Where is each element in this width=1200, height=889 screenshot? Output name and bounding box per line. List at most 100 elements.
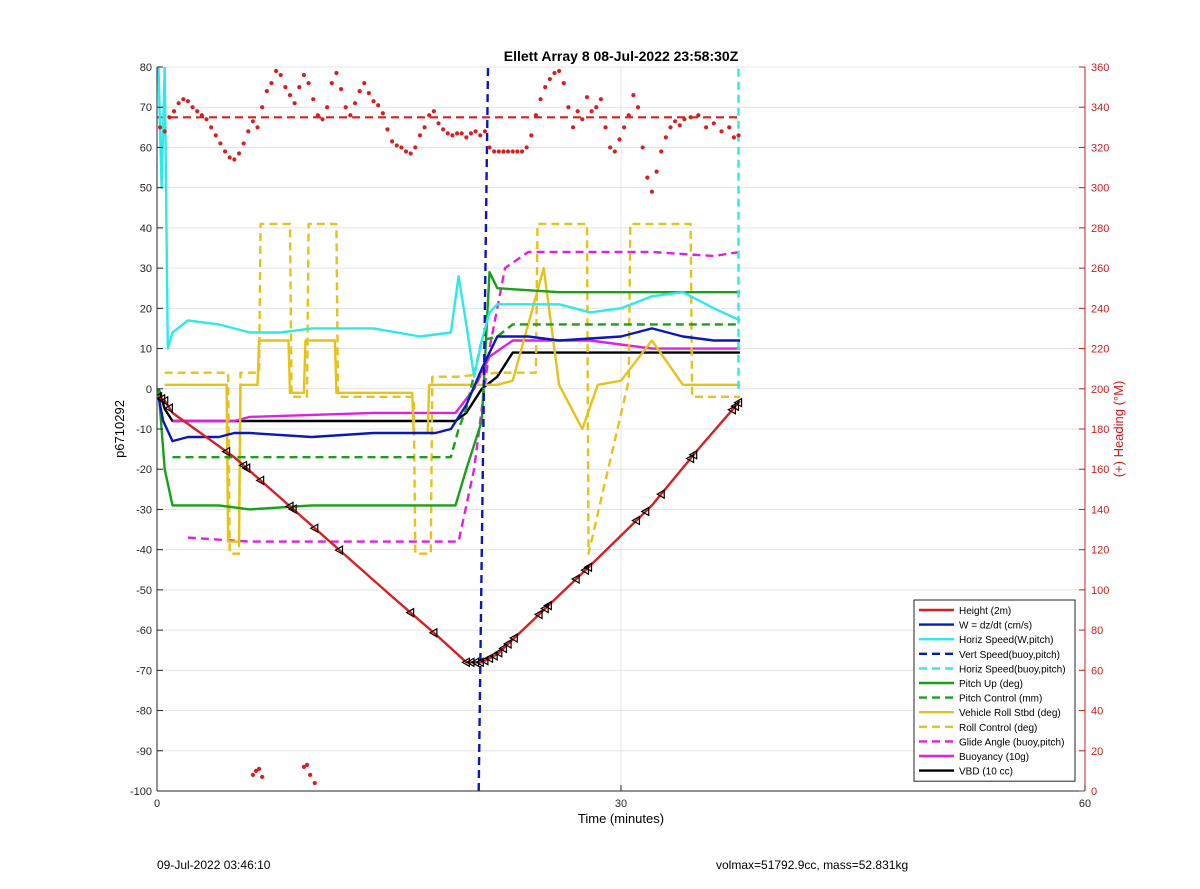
y-tick-label: -30 — [136, 504, 152, 516]
heading-point — [250, 119, 255, 124]
heading-point — [482, 129, 487, 134]
heading-point — [561, 80, 566, 86]
heading-point — [496, 149, 501, 154]
height-marker — [730, 401, 740, 412]
heading-point — [199, 113, 204, 118]
heading-point — [505, 149, 511, 154]
heading-point — [232, 157, 237, 162]
heading-point — [515, 149, 520, 154]
heading-point — [519, 149, 525, 154]
y2-tick-label: 0 — [1091, 786, 1097, 798]
y2-tick-label: 60 — [1091, 665, 1103, 677]
legend-label: W = dz/dt (cm/s) — [959, 621, 1032, 632]
heading-point — [441, 127, 446, 132]
heading-point — [688, 115, 693, 120]
x-tick-label: 0 — [154, 798, 160, 810]
y-tick-label: 80 — [140, 62, 152, 74]
heading-point — [612, 149, 617, 154]
heading-point — [218, 141, 223, 146]
height-marker — [631, 515, 641, 526]
heading-point — [654, 169, 659, 174]
heading-point — [580, 117, 585, 122]
y-tick-label: 20 — [140, 303, 152, 315]
heading-point — [264, 89, 269, 94]
heading-point — [315, 113, 320, 118]
axes: -100-90-80-70-60-50-40-30-20-10010203040… — [130, 62, 1109, 810]
y2-tick-label: 220 — [1091, 344, 1109, 356]
x-tick-label: 60 — [1079, 798, 1091, 810]
heading-point — [538, 97, 543, 102]
chart-title: Ellett Array 8 08-Jul-2022 23:58:30Z — [504, 48, 739, 64]
height-marker — [428, 627, 438, 638]
height-marker — [309, 523, 319, 534]
legend-label: Pitch Up (deg) — [959, 679, 1023, 690]
height-marker — [656, 489, 665, 500]
y-tick-label: -100 — [130, 786, 152, 798]
y2-tick-label: 360 — [1091, 62, 1109, 74]
heading-point — [594, 105, 599, 110]
heading-point — [181, 97, 186, 102]
heading-point — [273, 68, 279, 74]
heading-point — [278, 72, 283, 78]
heading-point — [711, 121, 716, 126]
series-horiz-speed-w-pitch — [157, 67, 741, 378]
heading-point — [422, 125, 427, 130]
legend-label: Horiz Speed(W,pitch) — [959, 635, 1053, 646]
heading-point — [673, 119, 678, 124]
heading-point — [529, 133, 534, 138]
height-marker — [164, 403, 173, 414]
y2-tick-label: 200 — [1091, 384, 1109, 396]
heading-point — [157, 125, 163, 130]
y2-tick-label: 180 — [1091, 424, 1109, 436]
heading-point — [343, 105, 348, 110]
y-axis-title: p6710292 — [112, 400, 127, 458]
y-tick-label: 60 — [140, 142, 152, 154]
heading-point — [533, 113, 539, 118]
heading-point — [427, 113, 432, 118]
y-tick-label: -70 — [136, 665, 152, 677]
height-marker — [484, 653, 494, 664]
heading-point — [213, 133, 218, 138]
heading-point — [260, 774, 265, 780]
y-tick-label: -20 — [136, 464, 152, 476]
height-marker — [334, 545, 344, 556]
heading-point — [167, 115, 172, 120]
legend-label: Glide Angle (buoy,pitch) — [959, 737, 1064, 748]
heading-point — [598, 97, 603, 102]
heading-point — [329, 80, 334, 86]
heading-point — [677, 123, 682, 128]
y2-tick-label: 40 — [1091, 706, 1103, 718]
heading-point — [301, 764, 307, 769]
heading-point — [719, 129, 724, 134]
heading-point — [464, 135, 469, 140]
x-axis-title: Time (minutes) — [578, 811, 664, 826]
height-marker — [465, 657, 475, 668]
heading-point — [348, 113, 353, 118]
heading-point — [413, 145, 418, 150]
heading-point — [389, 139, 395, 144]
heading-point — [311, 97, 316, 102]
y2-tick-label: 240 — [1091, 303, 1109, 315]
heading-point — [246, 129, 251, 134]
heading-point — [608, 145, 613, 150]
heading-point — [308, 772, 313, 778]
heading-point — [376, 103, 381, 108]
height-marker — [255, 475, 265, 486]
heading-point — [454, 131, 460, 136]
heading-point — [663, 135, 668, 140]
heading-point — [301, 72, 307, 78]
heading-point — [195, 109, 200, 114]
heading-point — [510, 149, 515, 154]
heading-point — [204, 117, 209, 122]
height-marker — [540, 603, 549, 614]
height-marker — [640, 506, 650, 517]
legend-box — [913, 599, 1076, 782]
height-marker — [570, 573, 580, 585]
heading-point — [635, 105, 641, 110]
heading-point — [450, 133, 455, 138]
height-marker — [580, 565, 590, 576]
heading-point — [366, 91, 371, 96]
heading-point — [176, 101, 181, 106]
heading-point — [399, 145, 404, 150]
y2-tick-label: 300 — [1091, 183, 1109, 195]
